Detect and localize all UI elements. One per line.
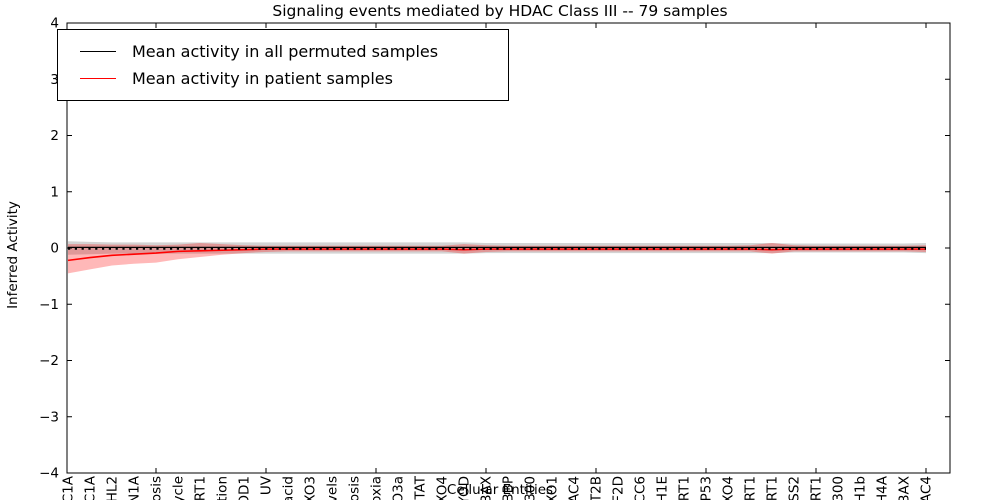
x-tick-label: EP300: [523, 476, 539, 500]
x-tick-label: KU70/SIRT1: [809, 476, 825, 500]
legend-label-patient: Mean activity in patient samples: [132, 69, 393, 88]
x-tick-label: MYOD1: [237, 476, 253, 500]
x-tick-label: induction of apoptosis: [347, 476, 363, 500]
x-tick-label: TAT: [413, 475, 429, 500]
y-tick-label: 4: [50, 16, 59, 32]
x-tick-label: SIRT1/FOXO4: [721, 476, 737, 500]
legend-item-patient: Mean activity in patient samples: [68, 65, 498, 92]
y-tick-label: 1: [50, 184, 59, 200]
x-tick-label: TP53: [699, 476, 715, 500]
x-tick-label: HDAC4: [567, 476, 583, 500]
x-tick-label: SIRT1/FOXO3a: [391, 476, 407, 500]
x-tick-label: FOXO4: [435, 476, 451, 500]
legend-line-black: [80, 51, 116, 52]
x-tick-label: MEF2D: [611, 476, 627, 500]
x-tick-label: HIV-1 Tat/SIRT1: [743, 476, 759, 500]
y-axis-label: Inferred Activity: [5, 201, 21, 309]
x-tick-label: CDKN1A: [127, 475, 143, 500]
x-tick-label: CREBBP: [501, 476, 517, 500]
x-tick-label: KAT2B: [589, 476, 605, 500]
x-tick-label: regulation of S phase of mitotic cell cy…: [171, 476, 187, 500]
legend-item-permuted: Mean activity in all permuted samples: [68, 38, 498, 65]
x-tick-label: FHL2: [105, 476, 121, 500]
x-tick-label: SIRT1/PGC1A: [83, 475, 99, 500]
x-tick-label: XRCC6: [633, 476, 649, 500]
x-tick-label: response to nutrient levels: [325, 476, 341, 500]
x-tick-label: response to UV: [259, 475, 275, 500]
y-tick-label: 0: [50, 241, 59, 257]
x-tick-label: SIRT1/Histone H1b: [853, 476, 869, 500]
y-tick-label: 2: [50, 128, 59, 144]
x-tick-label: FOXO1: [545, 476, 561, 500]
legend-label-permuted: Mean activity in all permuted samples: [132, 42, 439, 61]
x-tick-label: BAX: [479, 476, 495, 500]
x-tick-label: SIRT1/PCAF/MYOD: [457, 476, 473, 500]
patient-band: [68, 242, 926, 274]
x-tick-label: SIRT1/MEF2D/HDAC4: [919, 476, 935, 500]
legend: Mean activity in all permuted samples Me…: [57, 29, 509, 101]
x-tick-label: FOXO3: [303, 476, 319, 500]
x-tick-label: response to hypoxia: [369, 476, 385, 500]
x-tick-label: apoptosis: [149, 476, 165, 500]
legend-line-red: [80, 78, 116, 79]
y-tick-label: 3: [50, 72, 59, 88]
x-tick-label: muscle cell differentiation: [215, 476, 231, 500]
x-tick-label: KU70/SIRT1/BAX: [897, 476, 913, 500]
x-tick-label: HIST1H1E: [655, 476, 671, 500]
y-tick-label: −2: [39, 353, 59, 369]
x-tick-label: ACSS2: [787, 476, 803, 500]
y-tick-label: −4: [39, 466, 59, 482]
x-tick-label: PPARGC1A: [61, 475, 77, 500]
x-tick-label: SIRT1/p300: [831, 476, 847, 500]
x-tick-label: SIRT1: [677, 476, 693, 500]
y-tick-label: −3: [39, 409, 59, 425]
x-tick-label: mol:Lysophosphatidic acid: [281, 476, 297, 500]
x-tick-label: HIST2H4A: [875, 475, 891, 500]
x-axis-label: Cellular Entities: [446, 482, 554, 498]
chart-title: Signaling events mediated by HDAC Class …: [272, 2, 728, 20]
x-tick-label: p53/SIRT1: [765, 476, 781, 500]
x-tick-label: FOXO1/FHL2/SIRT1: [193, 476, 209, 500]
y-tick-label: −1: [39, 297, 59, 313]
